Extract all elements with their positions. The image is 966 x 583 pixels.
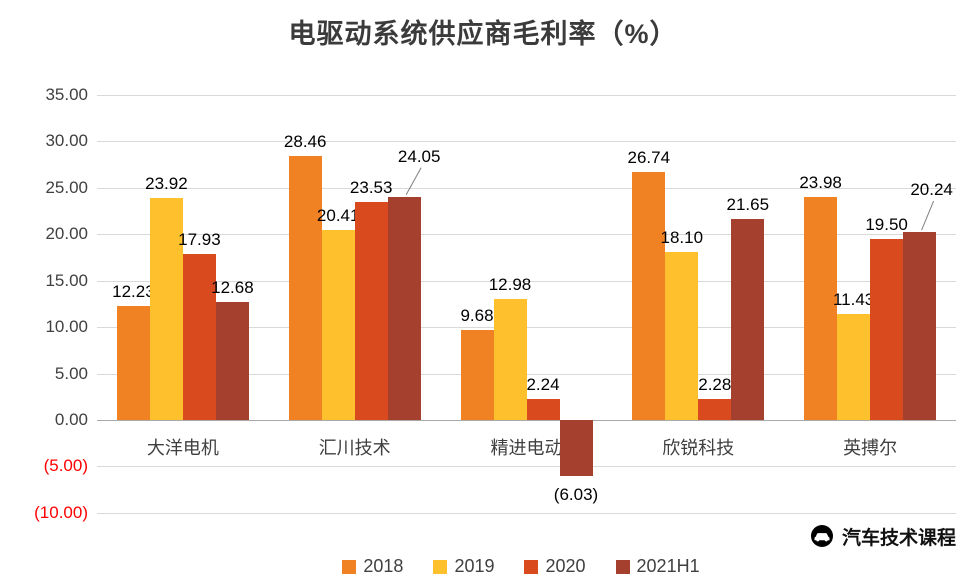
bar-2020 <box>526 399 560 420</box>
y-axis-tick-label: 15.00 <box>45 270 88 290</box>
bar-value-label: 2.28 <box>698 374 732 394</box>
legend-item-2018: 2018 <box>342 556 403 577</box>
bar-2020 <box>182 253 216 420</box>
x-axis-category-label: 精进电动 <box>490 438 563 458</box>
bar-value-label: 24.05 <box>397 146 441 166</box>
bar-2021H1 <box>731 218 765 420</box>
bar-value-label: 9.68 <box>460 306 494 326</box>
legend-item-2020: 2020 <box>524 556 586 577</box>
bar-2018 <box>632 171 666 420</box>
gridline <box>97 466 956 468</box>
label-leader-line <box>921 200 935 231</box>
watermark-text: 汽车技术课程 <box>841 527 956 549</box>
bar-2021H1 <box>903 232 937 420</box>
y-axis-tick-label: 10.00 <box>45 317 88 337</box>
watermark: 汽车技术课程 <box>795 517 962 555</box>
bar-value-label: 20.41 <box>316 206 360 226</box>
bar-2019 <box>665 251 699 420</box>
x-axis-category-label: 欣锐科技 <box>662 438 735 458</box>
legend-swatch <box>524 559 539 574</box>
bar-2019 <box>149 197 183 420</box>
y-axis-tick-label: 0.00 <box>54 410 88 429</box>
gridline <box>97 327 956 329</box>
legend-label: 2019 <box>454 556 495 576</box>
bar-value-label: (6.03) <box>553 484 599 504</box>
x-axis-category-label: 英搏尔 <box>843 438 898 458</box>
y-axis-tick-label: 30.00 <box>45 131 88 151</box>
gridline <box>97 141 956 143</box>
bar-2019 <box>321 230 355 420</box>
bar-value-label: 12.98 <box>488 275 532 295</box>
y-axis-tick-label: 5.00 <box>54 363 88 383</box>
chart-title: 电驱动系统供应商毛利率（%） <box>288 19 678 49</box>
bar-2018 <box>288 155 322 420</box>
y-axis-tick-label: 20.00 <box>45 224 88 244</box>
legend: 2018 2019 2020 2021H1 <box>38 556 966 577</box>
bar-2018 <box>804 197 838 420</box>
car-logo-icon <box>810 525 833 547</box>
legend-label: 2021H1 <box>636 556 700 576</box>
gridline <box>97 373 956 375</box>
bar-2020 <box>870 238 904 420</box>
gridline <box>97 95 956 96</box>
x-axis-category-label: 汇川技术 <box>318 438 391 458</box>
legend-swatch <box>433 559 448 574</box>
legend-label: 2020 <box>545 556 586 576</box>
bar-value-label: 18.10 <box>660 227 704 247</box>
x-axis-line <box>97 420 956 421</box>
bar-2018 <box>460 330 494 420</box>
gridline <box>97 187 956 189</box>
y-axis-tick-label: (5.00) <box>43 456 88 476</box>
bar-2020 <box>698 398 732 420</box>
y-axis-tick-label: 25.00 <box>45 177 88 197</box>
bar-2021H1 <box>387 196 421 420</box>
bar-value-label: 19.50 <box>865 214 908 234</box>
legend-label: 2018 <box>363 556 404 576</box>
bar-2021H1 <box>559 420 593 476</box>
bar-value-label: 23.53 <box>349 177 393 197</box>
bar-2018 <box>116 306 150 420</box>
bar-value-label: 21.65 <box>726 194 770 214</box>
legend-item-2021H1: 2021H1 <box>615 556 700 577</box>
legend-item-2019: 2019 <box>433 556 494 577</box>
bar-value-label: 26.74 <box>627 147 671 167</box>
bar-value-label: 23.98 <box>799 173 842 193</box>
bar-2021H1 <box>215 302 249 420</box>
legend-swatch <box>615 559 630 574</box>
bar-2020 <box>354 201 388 420</box>
y-axis-tick-label: 35.00 <box>45 85 88 104</box>
bar-2019 <box>493 299 527 420</box>
bar-value-label: 11.43 <box>832 289 875 309</box>
gridline <box>97 234 956 236</box>
gridline <box>97 512 956 514</box>
bar-value-label: 28.46 <box>283 131 327 151</box>
bar-value-label: 17.93 <box>178 229 221 249</box>
bar-2019 <box>837 313 871 420</box>
legend-swatch <box>342 559 357 574</box>
bar-value-label: 20.24 <box>910 180 953 200</box>
bar-value-label: 2.24 <box>526 375 560 395</box>
label-leader-line <box>405 167 422 195</box>
x-axis-category-label: 大洋电机 <box>146 438 219 458</box>
gridline <box>97 280 956 282</box>
bar-value-label: 12.68 <box>211 278 254 298</box>
bar-value-label: 23.92 <box>145 173 188 193</box>
y-axis-tick-label: (10.00) <box>34 502 88 522</box>
bar-value-label: 12.23 <box>112 282 155 302</box>
